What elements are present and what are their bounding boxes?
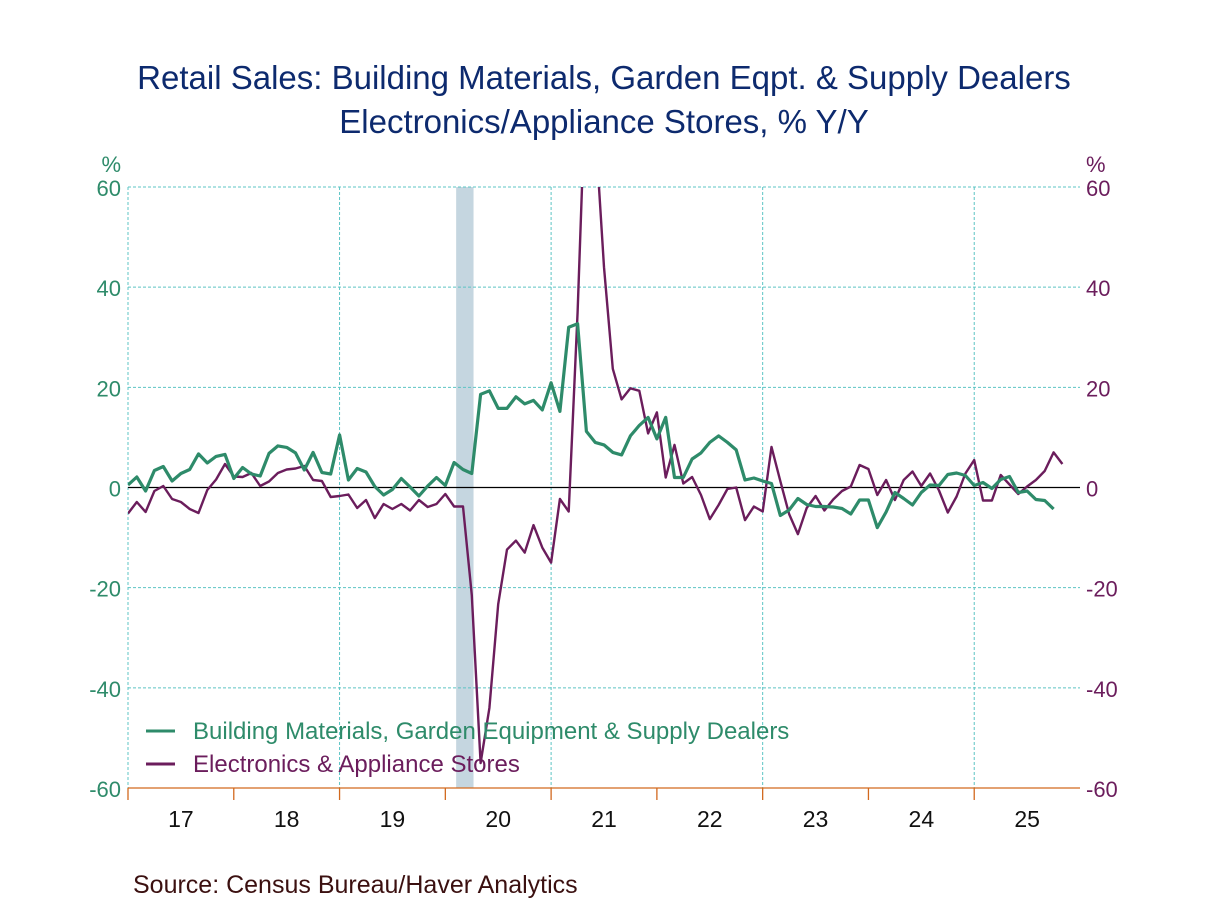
right-tick-label: 40 <box>1086 276 1110 301</box>
x-tick-label: 20 <box>485 806 511 832</box>
left-axis-unit: % <box>101 152 121 177</box>
x-tick-label: 22 <box>697 806 723 832</box>
right-axis-unit: % <box>1086 152 1106 177</box>
x-tick-label: 23 <box>803 806 829 832</box>
right-tick-label: -40 <box>1086 677 1118 702</box>
right-tick-label: 20 <box>1086 376 1110 401</box>
series-lines <box>128 187 1064 765</box>
right-tick-label: 60 <box>1086 176 1110 201</box>
left-tick-label: 0 <box>109 477 121 502</box>
x-tick-label: 21 <box>591 806 617 832</box>
series-line-building-materials <box>128 322 1055 530</box>
x-tick-label: 25 <box>1014 806 1040 832</box>
chart-subtitle: Electronics/Appliance Stores, % Y/Y <box>339 103 869 140</box>
x-tick-label: 19 <box>380 806 406 832</box>
left-tick-label: -60 <box>89 777 121 802</box>
legend-label: Electronics & Appliance Stores <box>193 751 520 778</box>
x-tick-label: 17 <box>168 806 194 832</box>
legend: Building Materials, Garden Equipment & S… <box>146 718 789 778</box>
x-tick-label: 18 <box>274 806 300 832</box>
left-tick-label: -40 <box>89 677 121 702</box>
left-y-axis: 60 40 20 0 -20 -40 -60% <box>89 152 121 802</box>
right-tick-label: -60 <box>1086 777 1118 802</box>
right-tick-label: -20 <box>1086 577 1118 602</box>
source-note: Source: Census Bureau/Haver Analytics <box>133 871 578 899</box>
right-y-axis: 60 40 20 0 -20 -40 -60% <box>1086 152 1118 802</box>
left-tick-label: 60 <box>97 176 121 201</box>
left-tick-label: 20 <box>97 376 121 401</box>
left-tick-label: 40 <box>97 276 121 301</box>
right-tick-label: 0 <box>1086 477 1098 502</box>
chart-title: Retail Sales: Building Materials, Garden… <box>137 59 1071 96</box>
x-axis: 17 18 19 20 21 22 23 24 25 <box>127 787 1080 832</box>
series-line-electronics-appliance <box>128 187 1064 765</box>
legend-label: Building Materials, Garden Equipment & S… <box>193 718 789 745</box>
x-tick-label: 24 <box>909 806 935 832</box>
left-tick-label: -20 <box>89 577 121 602</box>
